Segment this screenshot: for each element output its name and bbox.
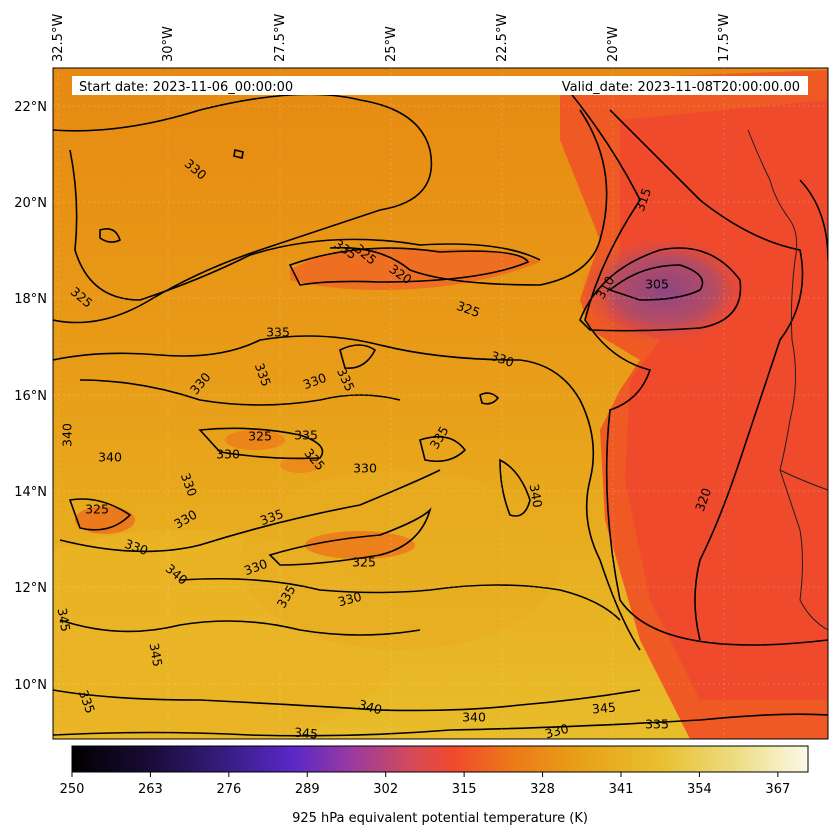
longitude-label: 32.5°W [51,14,66,62]
colorbar-tick-label: 276 [216,782,241,797]
colorbar-title: 925 hPa equivalent potential temperature… [292,811,588,826]
contour-label: 325 [248,429,272,444]
colorbar-tick-label: 302 [373,782,398,797]
latitude-label: 14°N [14,485,47,500]
info-banner [72,76,808,95]
contour-label: 335 [294,428,318,443]
longitude-label: 30°W [161,26,176,62]
contour-label: 345 [591,699,616,716]
latitude-labels: 22°N 20°N 18°N 16°N 14°N 12°N 10°N [14,100,828,693]
contour-label: 335 [645,717,669,732]
longitude-label: 20°W [606,26,621,62]
contour-label: 330 [543,721,570,742]
latitude-label: 18°N [14,292,47,307]
contour-label: 305 [645,277,669,292]
colorbar-tick-label: 341 [609,782,634,797]
colorbar-tick-label: 315 [452,782,477,797]
contour-label: 330 [216,447,240,462]
contour-label: 325 [352,555,376,570]
start-date-label: Start date: 2023-11-06_00:00:00 [79,80,293,95]
contour-label: 345 [55,607,74,633]
contour-label: 345 [147,642,166,668]
longitude-label: 22.5°W [495,14,510,62]
latitude-label: 10°N [14,678,47,693]
contour-label: 340 [462,710,486,725]
longitude-label: 17.5°W [717,14,732,62]
colorbar-tick-label: 367 [765,782,790,797]
coastline [747,129,828,631]
colorbar-gradient [71,745,809,773]
longitude-label: 27.5°W [273,14,288,62]
contour-label: 325 [85,502,109,517]
colorbar: 250 263 276 289 302 315 328 341 354 367 925 hPa e… [60,745,809,826]
contour-label: 330 [353,461,377,476]
contour-label: 335 [266,325,290,340]
colorbar-tick-label: 354 [687,782,712,797]
contour-label: 340 [60,423,75,447]
contour-lines [53,79,828,737]
contour-label: 340 [527,483,546,509]
map-frame [52,67,829,740]
latitude-label: 22°N [14,100,47,115]
latitude-label: 12°N [14,581,47,596]
colorbar-tick-label: 263 [138,782,163,797]
contour-label: 345 [294,724,319,741]
colorbar-tick-label: 328 [530,782,555,797]
colorbar-ticks: 250 263 276 289 302 315 328 341 354 367 [60,772,790,797]
contour-label: 340 [357,697,384,718]
contour-label: 330 [336,589,363,610]
colorbar-tick-label: 289 [295,782,320,797]
longitude-label: 25°W [384,26,399,62]
latitude-label: 16°N [14,389,47,404]
valid-date-label: Valid_date: 2023-11-08T20:00:00.00 [562,80,800,95]
contour-label: 340 [98,450,122,465]
latitude-label: 20°N [14,196,47,211]
longitude-labels: 32.5°W 30°W 27.5°W 25°W 22.5°W 20°W 17.5°W [51,14,732,739]
colorbar-tick-label: 250 [60,782,85,797]
